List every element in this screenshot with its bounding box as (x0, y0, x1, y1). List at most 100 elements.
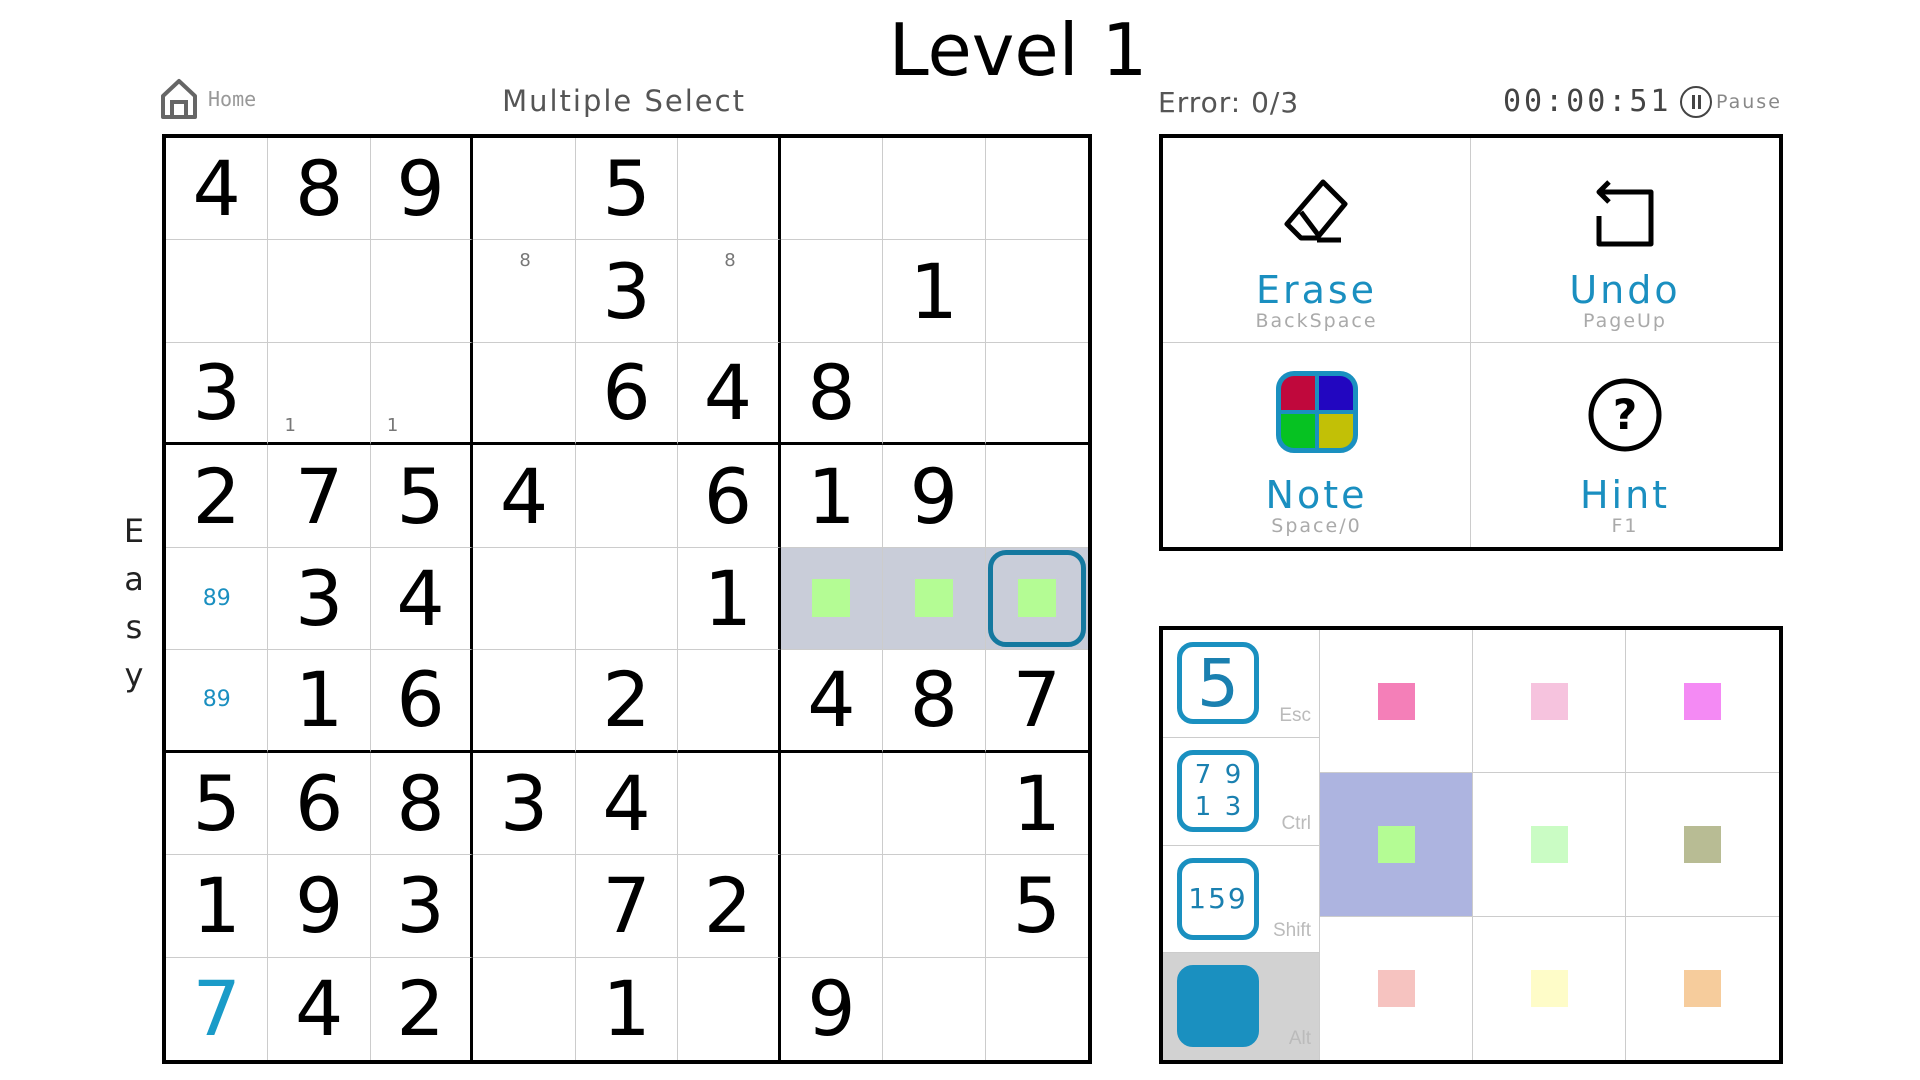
board-cell[interactable]: 8 (473, 240, 576, 343)
board-cell[interactable] (985, 240, 1088, 343)
board-cell[interactable]: 1 (576, 957, 679, 1060)
color-swatch-button[interactable] (1473, 630, 1626, 774)
board-cell[interactable] (678, 957, 781, 1060)
board-cell[interactable] (473, 547, 576, 651)
board-cell[interactable] (473, 138, 576, 241)
board-cell[interactable]: 4 (780, 650, 884, 753)
board-cell[interactable]: 3 (575, 240, 679, 343)
board-cell[interactable]: 8 (268, 138, 371, 241)
pause-button[interactable]: Pause (1680, 86, 1782, 118)
board-cell[interactable]: 7 (985, 650, 1088, 753)
board-cell[interactable]: 8 (883, 650, 986, 753)
board-cell[interactable] (780, 752, 884, 856)
board-cell[interactable]: 2 (166, 445, 269, 548)
board-cell[interactable] (473, 855, 576, 958)
board-cell[interactable]: 5 (370, 445, 474, 548)
board-cell[interactable] (780, 138, 884, 241)
home-button[interactable]: Home (160, 78, 256, 120)
board-cell[interactable]: 1 (985, 753, 1088, 856)
board-cell[interactable] (883, 342, 986, 446)
board-cell[interactable] (985, 445, 1088, 548)
board-cell[interactable] (986, 958, 1088, 1060)
board-cell[interactable] (985, 138, 1088, 241)
mode-color-button[interactable]: Alt (1163, 953, 1319, 1060)
color-swatch-button[interactable] (1626, 630, 1779, 774)
board-cell[interactable]: 6 (678, 445, 781, 548)
board-cell[interactable] (166, 240, 269, 343)
board-cell[interactable]: 3 (370, 855, 474, 958)
board-cell[interactable]: 9 (883, 445, 986, 548)
mode-center-button[interactable]: 159 Shift (1163, 846, 1319, 954)
board-cell[interactable]: 9 (781, 957, 884, 1060)
board-cell[interactable]: 8 (678, 240, 781, 343)
board-cell[interactable] (883, 855, 986, 958)
board-cell[interactable]: 1 (268, 342, 371, 446)
board-cell[interactable]: 9 (268, 855, 371, 958)
board-cell[interactable]: 4 (678, 342, 781, 446)
color-swatch-button[interactable] (1320, 916, 1473, 1060)
color-swatch-button[interactable] (1320, 630, 1473, 774)
board-cell[interactable] (780, 547, 884, 651)
board-cell[interactable]: 5 (985, 855, 1088, 958)
board-cell[interactable]: 5 (575, 138, 679, 241)
board-cell[interactable] (575, 445, 679, 548)
board-cell[interactable]: 2 (678, 855, 781, 958)
board-cell[interactable] (780, 240, 884, 343)
board-cell[interactable]: 89 (166, 650, 269, 753)
board-cell[interactable]: 9 (370, 138, 474, 241)
color-swatch-button[interactable] (1473, 773, 1626, 917)
board-cell[interactable]: 1 (370, 342, 474, 446)
board-cell[interactable]: 8 (370, 752, 474, 856)
color-swatch-button[interactable] (1626, 773, 1779, 917)
board-cell[interactable]: 3 (473, 752, 576, 856)
board-cell[interactable]: 4 (370, 547, 474, 651)
board-cell[interactable]: 1 (780, 445, 884, 548)
board-cell[interactable]: 7 (575, 855, 679, 958)
board-cell[interactable]: 1 (166, 855, 269, 958)
board-cell[interactable]: 4 (575, 752, 679, 856)
board-cell[interactable]: 8 (780, 342, 884, 446)
board-cell[interactable]: 5 (166, 752, 269, 856)
color-swatch-button[interactable] (1473, 916, 1626, 1060)
board-cell[interactable] (473, 342, 576, 446)
board-cell[interactable] (678, 752, 781, 856)
board-cell[interactable] (883, 138, 986, 241)
board-cell[interactable]: 2 (575, 650, 679, 753)
board-cell[interactable]: 3 (166, 342, 269, 446)
board-cell[interactable] (883, 547, 986, 651)
board-cell[interactable]: 4 (268, 957, 371, 1060)
board-cell[interactable]: 7 (268, 445, 371, 548)
board-cell[interactable]: 1 (268, 650, 371, 753)
board-cell[interactable]: 7 (166, 957, 269, 1060)
board-cell[interactable]: 89 (166, 547, 269, 651)
undo-button[interactable]: Undo PageUp (1471, 138, 1779, 343)
board-cell[interactable]: 2 (371, 957, 474, 1060)
board-cell[interactable]: 6 (268, 752, 371, 856)
board-cell[interactable] (370, 240, 474, 343)
board-cell[interactable] (985, 547, 1088, 651)
board-cell[interactable] (678, 138, 781, 241)
color-swatch-button[interactable] (1320, 773, 1473, 917)
hint-button[interactable]: ? Hint F1 (1471, 343, 1779, 548)
board-cell[interactable] (473, 650, 576, 753)
note-button[interactable]: Note Space/0 (1163, 342, 1471, 547)
board-cell[interactable] (985, 343, 1088, 446)
erase-button[interactable]: Erase BackSpace (1163, 138, 1471, 343)
board-cell[interactable] (473, 957, 576, 1060)
board-cell[interactable] (678, 650, 781, 753)
board-cell[interactable]: 1 (678, 547, 781, 651)
board-cell[interactable]: 4 (473, 445, 576, 548)
board-cell[interactable] (883, 752, 986, 856)
color-swatch-button[interactable] (1626, 917, 1779, 1060)
board-cell[interactable] (268, 240, 371, 343)
board-cell[interactable]: 1 (883, 240, 986, 343)
board-cell[interactable] (575, 547, 679, 651)
board-cell[interactable] (780, 855, 884, 958)
board-cell[interactable]: 6 (575, 342, 679, 446)
board-cell[interactable] (883, 957, 986, 1060)
board-cell[interactable]: 3 (268, 547, 371, 651)
mode-digit-button[interactable]: 5 Esc (1163, 630, 1319, 738)
board-cell[interactable]: 4 (166, 138, 269, 241)
board-cell[interactable]: 6 (370, 650, 474, 753)
